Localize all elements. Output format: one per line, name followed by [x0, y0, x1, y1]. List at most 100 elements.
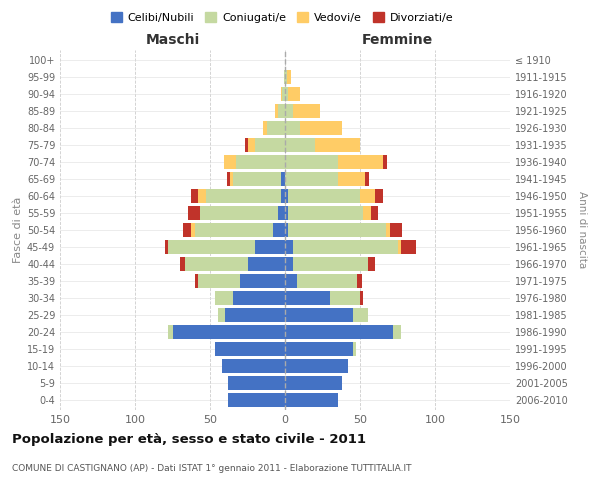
- Bar: [315, 138, 360, 152]
- Bar: [293, 240, 398, 254]
- Bar: [365, 172, 369, 186]
- Bar: [183, 223, 191, 237]
- Bar: [285, 274, 297, 287]
- Bar: [255, 240, 285, 254]
- Bar: [398, 240, 401, 254]
- Bar: [287, 70, 291, 84]
- Bar: [330, 291, 360, 304]
- Bar: [173, 325, 285, 338]
- Bar: [288, 189, 360, 203]
- Bar: [285, 257, 293, 271]
- Bar: [195, 274, 198, 287]
- Bar: [218, 308, 225, 322]
- Bar: [393, 325, 401, 338]
- Bar: [293, 104, 320, 118]
- Bar: [198, 274, 240, 287]
- Bar: [288, 206, 363, 220]
- Bar: [229, 172, 233, 186]
- Bar: [215, 291, 233, 304]
- Bar: [225, 308, 285, 322]
- Bar: [390, 223, 402, 237]
- Bar: [337, 156, 383, 169]
- Bar: [401, 240, 415, 254]
- Bar: [297, 274, 357, 287]
- Bar: [285, 70, 287, 84]
- Y-axis label: Fasce di età: Fasce di età: [13, 197, 23, 263]
- Bar: [285, 359, 348, 372]
- Bar: [165, 240, 168, 254]
- Bar: [367, 257, 375, 271]
- Bar: [285, 240, 293, 254]
- Bar: [285, 376, 342, 390]
- Bar: [357, 274, 361, 287]
- Bar: [285, 122, 300, 135]
- Bar: [228, 376, 285, 390]
- Bar: [300, 122, 342, 135]
- Bar: [240, 274, 285, 287]
- Bar: [180, 257, 185, 271]
- Text: Popolazione per età, sesso e stato civile - 2011: Popolazione per età, sesso e stato civil…: [12, 432, 366, 446]
- Bar: [263, 122, 267, 135]
- Bar: [267, 122, 285, 135]
- Text: Maschi: Maschi: [145, 32, 200, 46]
- Bar: [363, 206, 371, 220]
- Text: Anni di nascita: Anni di nascita: [577, 192, 587, 268]
- Bar: [228, 393, 285, 406]
- Bar: [383, 156, 387, 169]
- Bar: [281, 172, 285, 186]
- Bar: [360, 189, 375, 203]
- Bar: [285, 291, 330, 304]
- Bar: [227, 172, 229, 186]
- Bar: [277, 206, 285, 220]
- Bar: [285, 156, 337, 169]
- Bar: [281, 88, 282, 101]
- Bar: [255, 138, 285, 152]
- Bar: [353, 308, 367, 322]
- Bar: [285, 325, 393, 338]
- Bar: [223, 156, 235, 169]
- Bar: [285, 104, 293, 118]
- Bar: [168, 325, 173, 338]
- Bar: [191, 223, 195, 237]
- Bar: [248, 257, 285, 271]
- Bar: [195, 223, 273, 237]
- Bar: [285, 393, 337, 406]
- Bar: [293, 257, 367, 271]
- Bar: [288, 88, 300, 101]
- Bar: [222, 359, 285, 372]
- Bar: [285, 342, 353, 355]
- Bar: [198, 189, 205, 203]
- Bar: [285, 206, 288, 220]
- Bar: [199, 206, 277, 220]
- Bar: [233, 291, 285, 304]
- Bar: [282, 88, 285, 101]
- Bar: [281, 189, 285, 203]
- Bar: [337, 172, 365, 186]
- Bar: [191, 189, 198, 203]
- Bar: [375, 189, 383, 203]
- Bar: [371, 206, 378, 220]
- Bar: [277, 104, 285, 118]
- Bar: [285, 88, 288, 101]
- Bar: [285, 189, 288, 203]
- Bar: [284, 70, 285, 84]
- Bar: [205, 189, 281, 203]
- Bar: [275, 104, 277, 118]
- Bar: [353, 342, 355, 355]
- Bar: [168, 240, 255, 254]
- Text: Femmine: Femmine: [362, 32, 433, 46]
- Bar: [273, 223, 285, 237]
- Bar: [285, 223, 288, 237]
- Bar: [187, 206, 199, 220]
- Bar: [285, 138, 315, 152]
- Bar: [245, 138, 248, 152]
- Legend: Celibi/Nubili, Coniugati/e, Vedovi/e, Divorziati/e: Celibi/Nubili, Coniugati/e, Vedovi/e, Di…: [106, 8, 458, 28]
- Bar: [288, 223, 386, 237]
- Bar: [215, 342, 285, 355]
- Bar: [235, 156, 285, 169]
- Text: COMUNE DI CASTIGNANO (AP) - Dati ISTAT 1° gennaio 2011 - Elaborazione TUTTITALIA: COMUNE DI CASTIGNANO (AP) - Dati ISTAT 1…: [12, 464, 412, 473]
- Bar: [248, 138, 255, 152]
- Bar: [233, 172, 281, 186]
- Bar: [285, 172, 337, 186]
- Bar: [185, 257, 248, 271]
